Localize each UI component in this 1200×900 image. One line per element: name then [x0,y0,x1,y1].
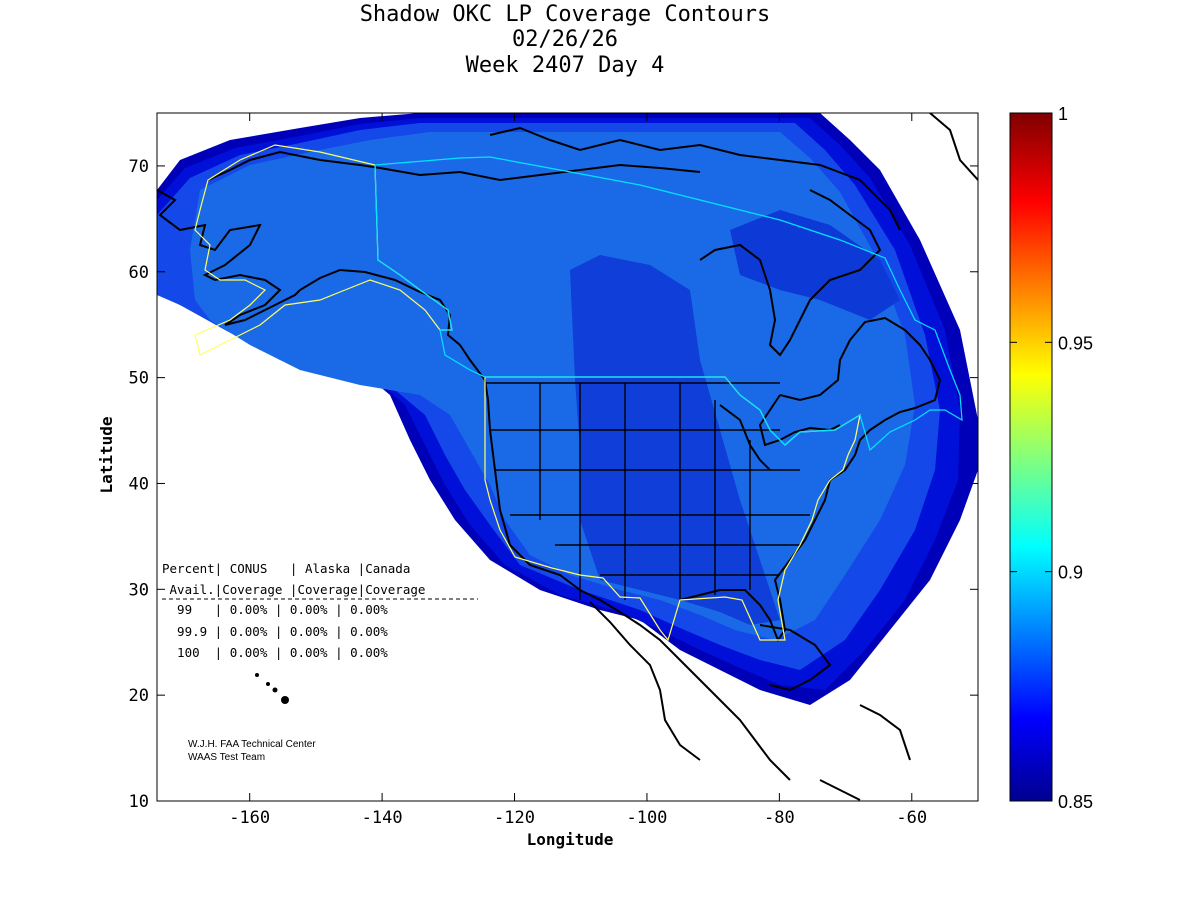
x-tick-label: -140 [362,808,403,828]
hawaii-islands [255,673,289,704]
colorbar-tick-label: 0.95 [1058,333,1093,353]
table-row: 100 | 0.00% | 0.00% | 0.00% [162,645,388,660]
x-tick-label: -80 [764,808,795,828]
canada-boundary [374,156,963,452]
table-header-2: Avail.|Coverage |Coverage|Coverage [162,582,425,597]
coverage-table: Percent| CONUS | Alaska |Canada Avail.|C… [162,561,478,660]
table-row: 99 | 0.00% | 0.00% | 0.00% [162,602,388,617]
coverage-central-stripe [570,255,780,625]
title-line-3: Week 2407 Day 4 [466,53,665,78]
plot-frame [156,112,979,802]
y-axis-label: Latitude [97,416,116,493]
y-tick-label: 60 [129,263,149,283]
y-tick-label: 40 [129,474,149,494]
y-axis: 10 20 30 40 50 60 70 [129,157,978,812]
state-boundaries [485,382,810,600]
colorbar-tick-label: 1 [1058,104,1068,124]
y-tick-label: 50 [129,369,149,389]
y-tick-label: 70 [129,157,149,177]
credit-line-1: W.J.H. FAA Technical Center [188,739,316,750]
colorbar-tick-label: 0.9 [1058,563,1083,583]
colorbar [1009,112,1053,802]
x-tick-label: -60 [896,808,927,828]
y-tick-label: 30 [129,580,149,600]
x-axis: -160 -140 -120 -100 -80 -60 [229,113,927,828]
title-line-2: 02/26/26 [512,27,618,52]
coastlines [157,113,978,801]
coverage-east-patch [730,210,900,320]
x-tick-label: -100 [626,808,667,828]
table-header-1: Percent| CONUS | Alaska |Canada [162,561,410,576]
title-line-1: Shadow OKC LP Coverage Contours [360,2,771,27]
x-tick-label: -120 [494,808,535,828]
x-tick-label: -160 [229,808,270,828]
y-tick-label: 10 [129,792,149,812]
plot-area: Percent| CONUS | Alaska |Canada Avail.|C… [157,113,978,801]
y-tick-label: 20 [129,686,149,706]
colorbar-ticks: 0.85 0.9 0.95 1 [1010,104,1093,812]
x-axis-label: Longitude [527,830,614,849]
colorbar-tick-label: 0.85 [1058,792,1093,812]
credit-line-2: WAAS Test Team [188,752,265,763]
table-row: 99.9 | 0.00% | 0.00% | 0.00% [162,624,388,639]
